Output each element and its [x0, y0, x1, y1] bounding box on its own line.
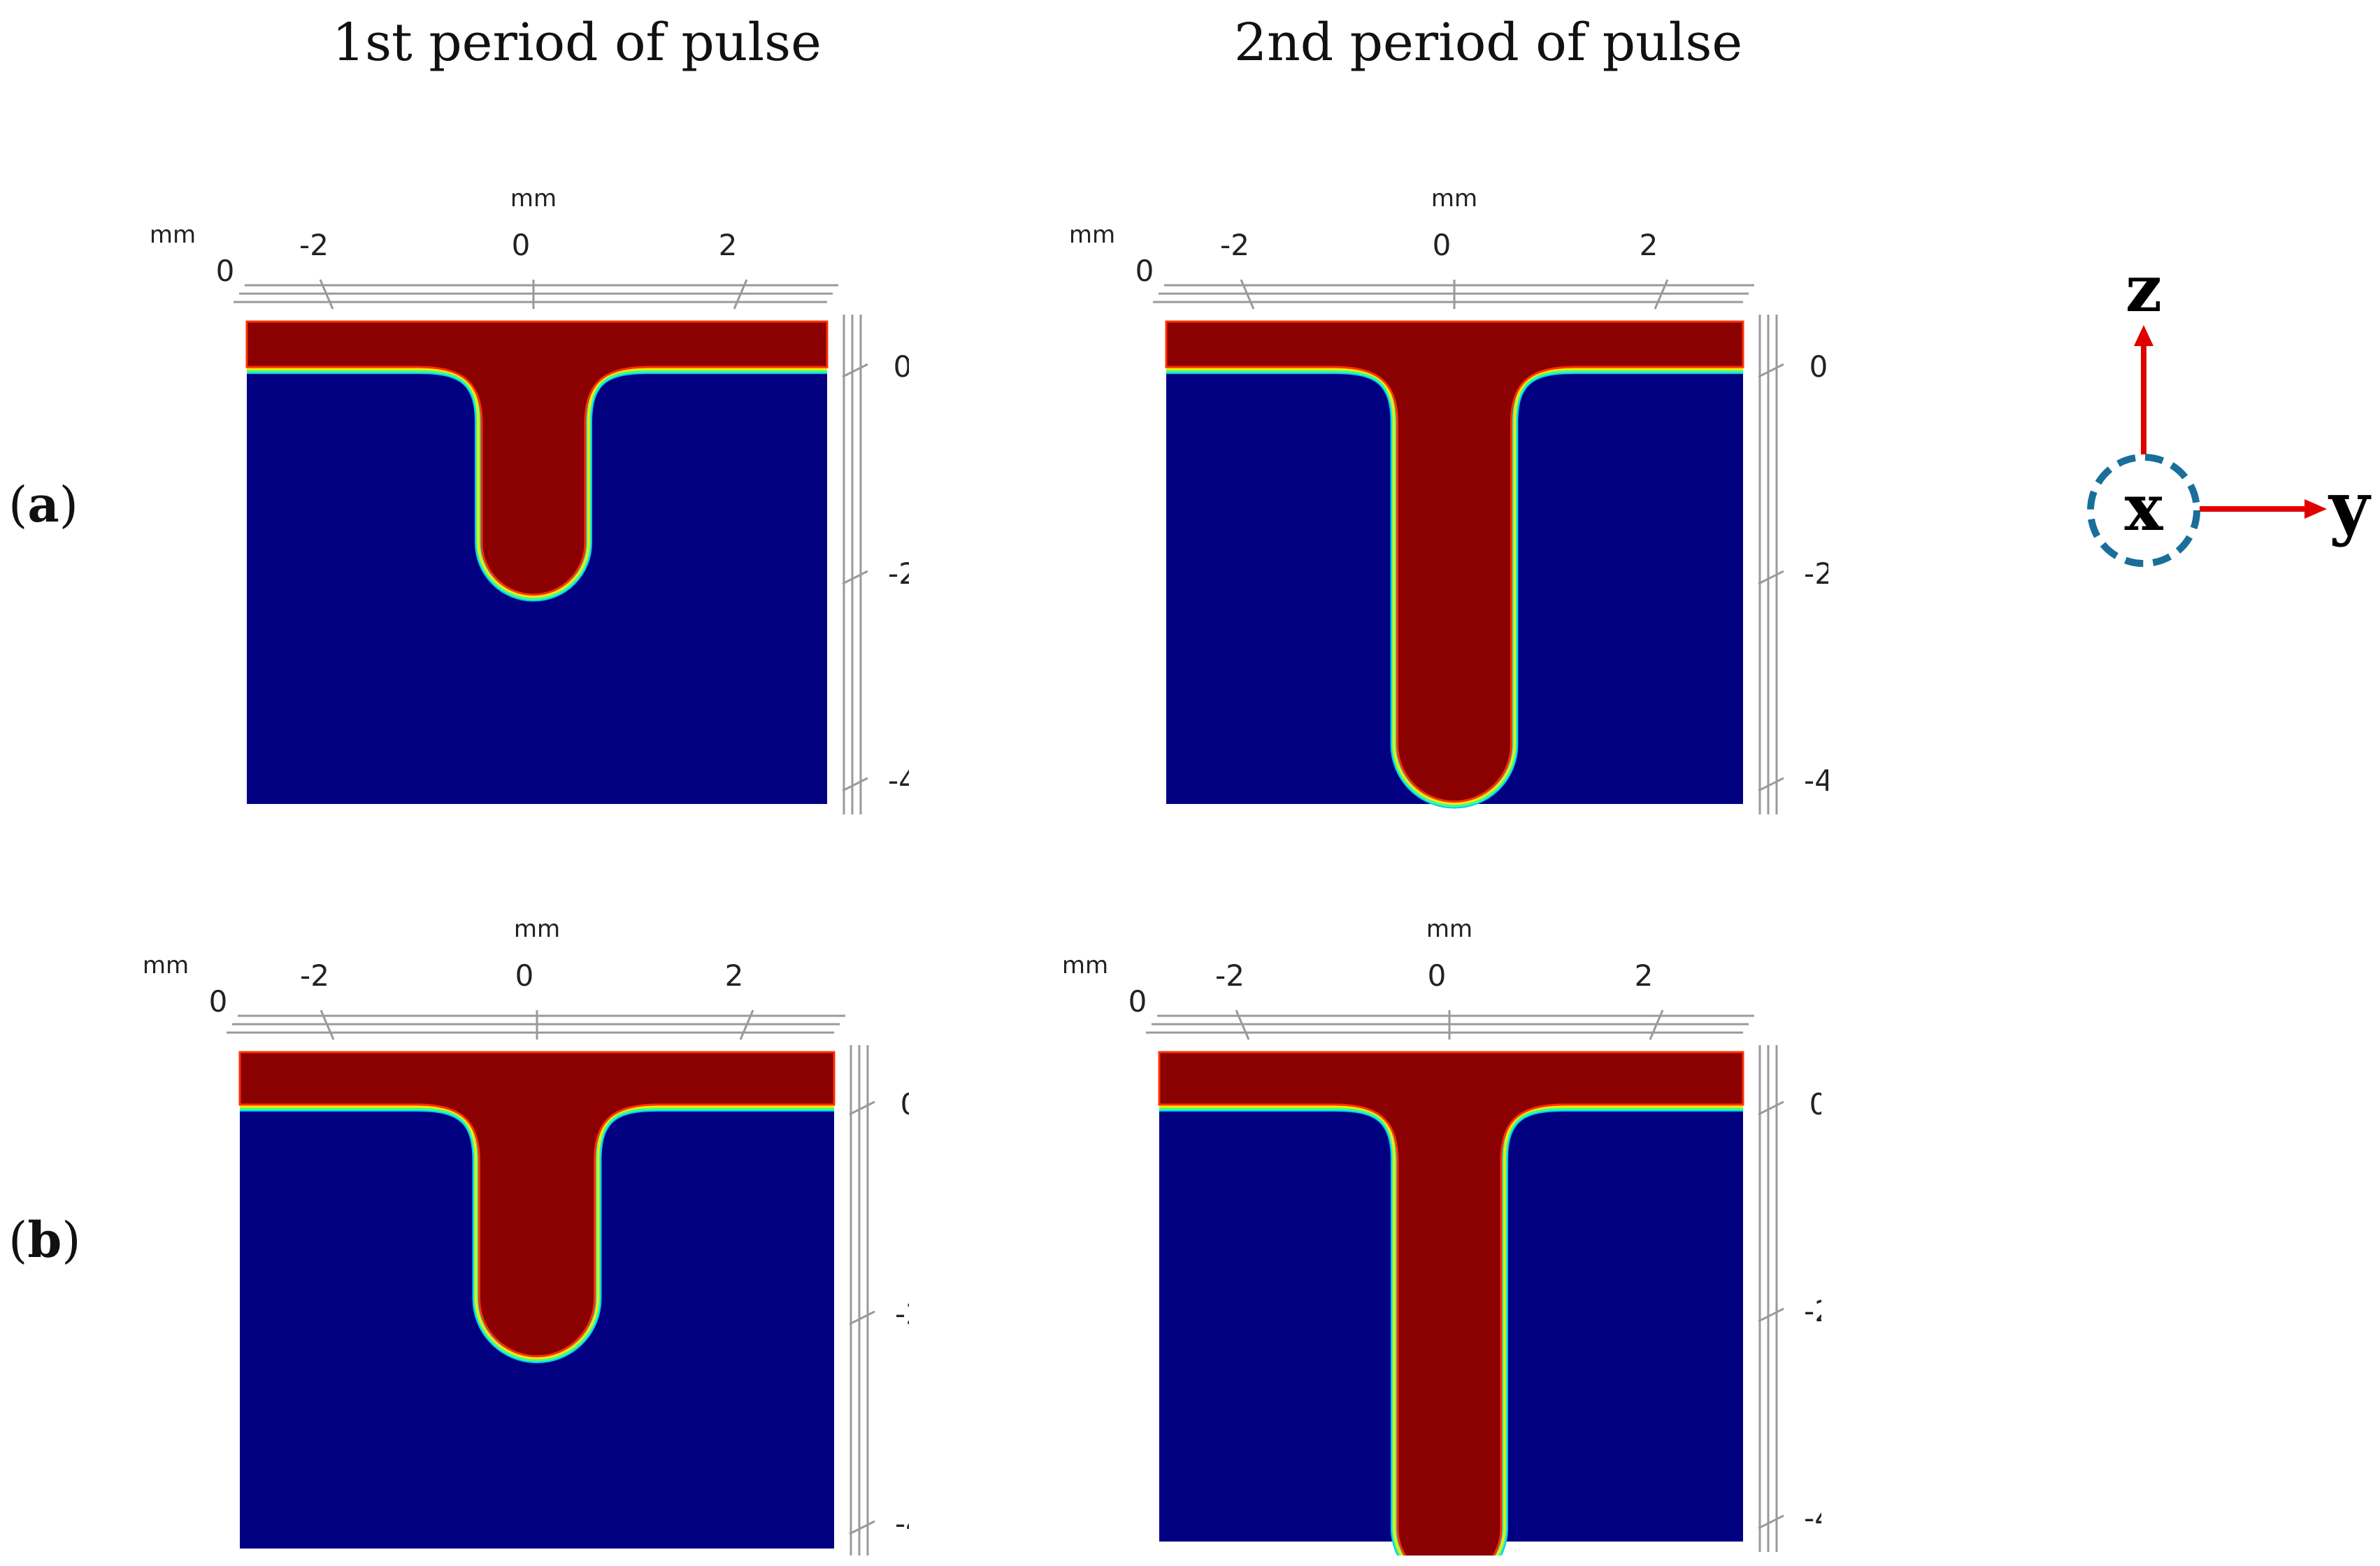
interface-band-inner	[247, 368, 827, 598]
y-tick-label: 0	[512, 228, 531, 262]
vapor-keyhole-region	[1158, 1051, 1744, 1566]
row-label-b: (b)	[8, 1211, 81, 1269]
y-tick-label: -2	[300, 958, 329, 993]
z-tick-label: -4	[888, 763, 909, 798]
x-origin-label: 0	[1128, 984, 1147, 1019]
y-tick	[1654, 279, 1669, 310]
y-tick-label: 2	[725, 958, 744, 993]
y-tick-label: 0	[1433, 228, 1451, 262]
z-tick-label: -2	[895, 1297, 909, 1331]
z-tick	[1758, 1514, 1784, 1530]
y-tick	[1649, 1010, 1664, 1040]
y-tick-label: 2	[719, 228, 738, 262]
y-tick-label: 0	[1428, 958, 1447, 993]
x-origin-label: 0	[209, 984, 228, 1019]
column-title-1st: 1st period of pulse	[332, 13, 822, 73]
vapor-keyhole-region	[1165, 320, 1744, 803]
top-axis-unit: mm	[510, 185, 557, 213]
depth-axis-unit: mm	[143, 951, 189, 979]
y-tick	[739, 1010, 754, 1040]
y-tick-label: 0	[515, 958, 534, 993]
z-tick	[842, 777, 868, 792]
y-tick-label: -2	[299, 228, 329, 262]
z-tick	[1758, 777, 1784, 792]
z-tick-label: -4	[1804, 763, 1828, 798]
y-arrow-head	[2304, 499, 2327, 519]
z-tick	[842, 570, 868, 585]
z-tick-label: 0	[894, 350, 909, 384]
z-tick-label: -4	[895, 1507, 909, 1541]
z-tick-label: 0	[901, 1087, 909, 1121]
y-tick	[1235, 1010, 1250, 1040]
y-tick-label: -2	[1220, 228, 1249, 262]
y-tick-label: -2	[1215, 958, 1245, 993]
depth-axis-unit: mm	[1069, 221, 1115, 249]
z-tick	[1758, 1100, 1784, 1116]
z-arrow-head	[2134, 325, 2153, 346]
vapor-keyhole-region	[245, 320, 829, 596]
depth-axis-unit: mm	[150, 221, 196, 249]
z-tick-label: -2	[1804, 556, 1828, 591]
y-label: y	[2328, 466, 2372, 548]
top-axis-unit: mm	[1426, 915, 1472, 943]
y-tick	[320, 1010, 335, 1040]
y-tick	[319, 279, 334, 310]
y-tick	[1240, 279, 1255, 310]
y-tick-label: 2	[1640, 228, 1658, 262]
x-origin-label: 0	[1135, 254, 1154, 288]
interface-band-inner	[1159, 1105, 1743, 1566]
y-tick-label: 2	[1635, 958, 1654, 993]
interface-band-inner	[1166, 368, 1743, 805]
interface-band-inner	[240, 1105, 834, 1360]
vapor-keyhole-region	[238, 1051, 836, 1358]
z-tick	[849, 1520, 875, 1535]
coordinate-system-glyph: z x y	[2087, 252, 2372, 567]
depth-axis-unit: mm	[1062, 951, 1108, 979]
z-tick	[1758, 363, 1784, 378]
x-label: x	[2125, 470, 2164, 545]
z-tick-label: -4	[1804, 1501, 1821, 1535]
row-label-a: (a)	[8, 475, 78, 533]
column-title-2nd: 2nd period of pulse	[1234, 13, 1743, 73]
y-tick	[733, 279, 748, 310]
top-axis-unit: mm	[1431, 185, 1477, 213]
z-tick-label: -2	[1804, 1294, 1821, 1328]
top-axis-unit: mm	[514, 915, 560, 943]
z-tick	[1758, 570, 1784, 585]
z-label: z	[2125, 252, 2162, 326]
z-tick-label: 0	[1809, 1087, 1821, 1121]
z-tick	[842, 363, 868, 378]
z-tick	[849, 1310, 875, 1326]
z-tick	[849, 1100, 875, 1116]
z-tick-label: 0	[1809, 350, 1828, 384]
x-origin-label: 0	[216, 254, 235, 288]
z-tick-label: -2	[888, 556, 909, 591]
x-circle	[2087, 454, 2200, 567]
z-tick	[1758, 1307, 1784, 1323]
